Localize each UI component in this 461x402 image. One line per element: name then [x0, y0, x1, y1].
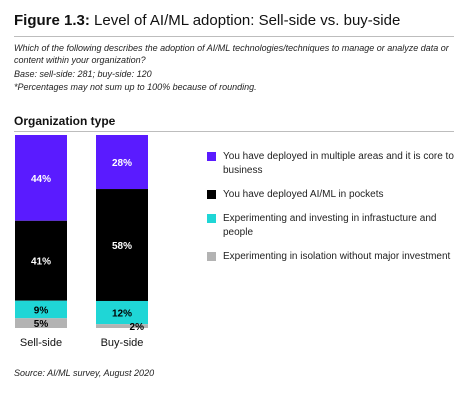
legend-label: You have deployed in multiple areas and … — [223, 151, 454, 176]
legend-swatch — [207, 252, 216, 261]
legend-item: You have deployed in multiple areas and … — [207, 150, 457, 178]
legend-item: Experimenting in isolation without major… — [207, 250, 457, 264]
legend-label: Experimenting in isolation without major… — [223, 251, 451, 262]
bar-segment — [96, 135, 148, 190]
category-label: Sell-side — [20, 337, 62, 349]
bar-value-label: 12% — [112, 309, 132, 320]
source-note: Source: AI/ML survey, August 2020 — [14, 368, 155, 378]
bar-value-label: 58% — [112, 241, 132, 252]
figure-label: Figure 1.3: — [14, 12, 90, 29]
bar-segment — [15, 318, 67, 328]
legend-item: Experimenting and investing in infrastuc… — [207, 212, 457, 240]
title-divider — [14, 36, 454, 37]
legend-swatch — [207, 152, 216, 161]
bar-value-label: 5% — [34, 319, 49, 330]
legend-item: You have deployed AI/ML in pockets — [207, 188, 457, 202]
bar-value-label: 28% — [112, 158, 132, 169]
base-note: Base: sell-side: 281; buy-side: 120 — [14, 69, 152, 79]
bar-value-label: 2% — [130, 322, 145, 333]
bar-value-label: 44% — [31, 174, 51, 185]
rounding-note: *Percentages may not sum up to 100% beca… — [14, 82, 257, 92]
bar-segment — [15, 220, 67, 301]
legend-swatch — [207, 190, 216, 199]
legend-label: You have deployed AI/ML in pockets — [223, 189, 384, 200]
survey-question: Which of the following describes the ado… — [14, 43, 449, 65]
figure-title: Figure 1.3: Level of AI/ML adoption: Sel… — [14, 12, 400, 29]
chart-legend: You have deployed in multiple areas and … — [207, 150, 457, 274]
bar-segment — [96, 189, 148, 301]
legend-swatch — [207, 214, 216, 223]
bar-segment — [96, 324, 148, 328]
bar-segment — [15, 135, 67, 221]
bar-value-label: 41% — [31, 257, 51, 268]
figure-title-text: Level of AI/ML adoption: Sell-side vs. b… — [94, 12, 401, 29]
category-label: Buy-side — [101, 337, 144, 349]
chart-title: Organization type — [14, 114, 116, 128]
bar-segment — [15, 300, 67, 319]
bar-value-label: 9% — [34, 305, 49, 316]
section-divider — [14, 131, 454, 132]
bar-segment — [96, 300, 148, 325]
legend-label: Experimenting and investing in infrastuc… — [223, 213, 437, 238]
